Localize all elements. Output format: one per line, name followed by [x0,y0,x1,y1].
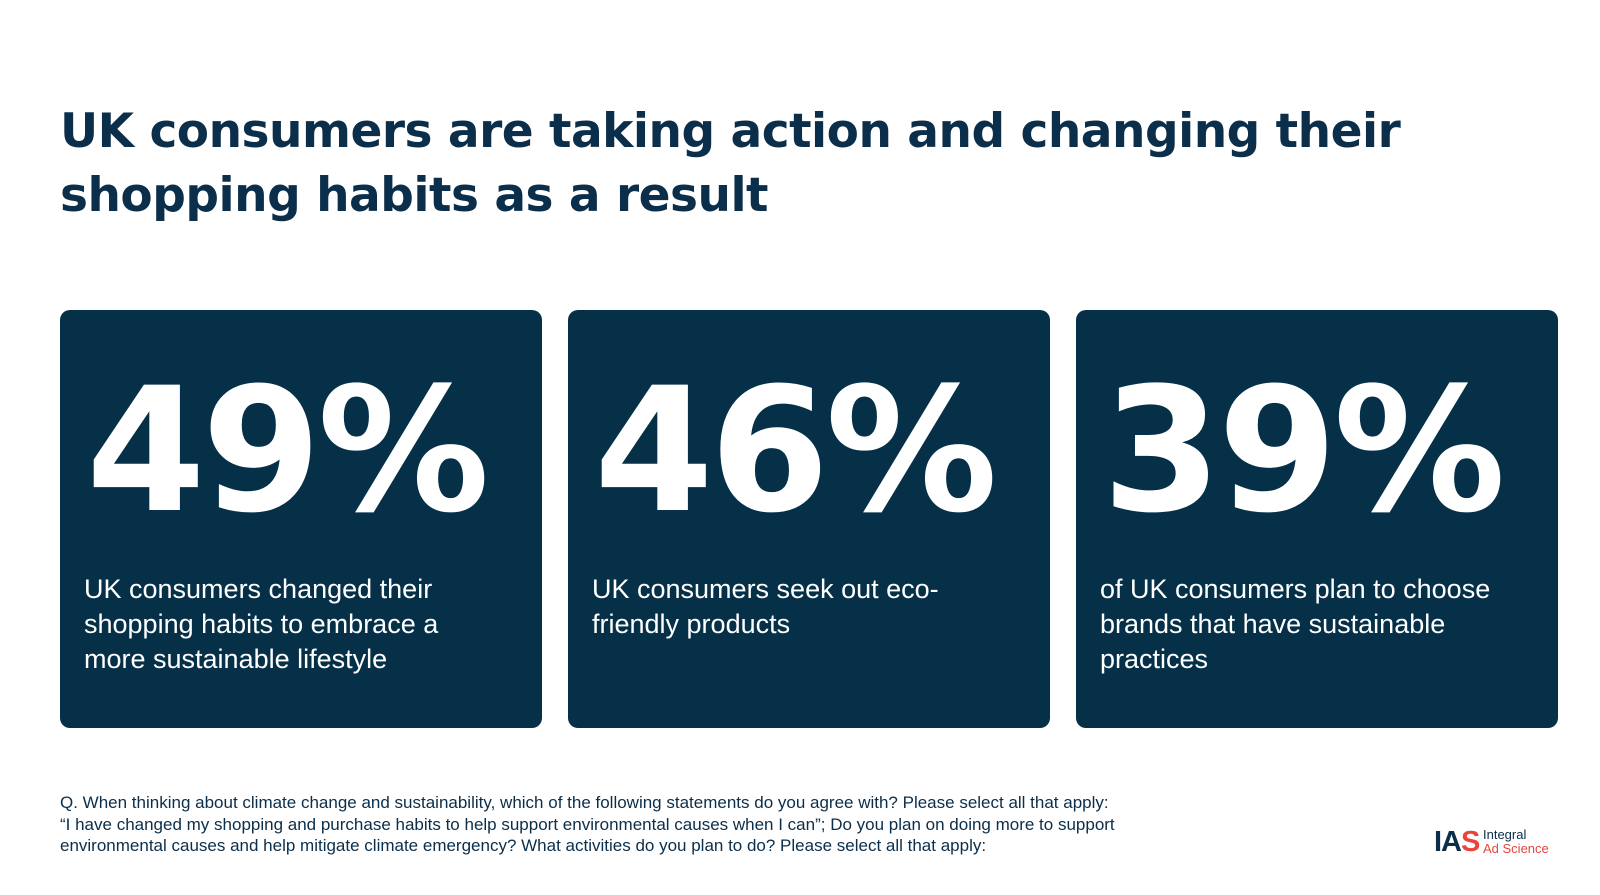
stat-card-2: 46% UK consumers seek out eco-friendly p… [568,310,1050,728]
logo-mark: IAS [1434,826,1480,858]
logo-mark-suffix: S [1461,826,1480,858]
ias-logo: IAS Integral Ad Science [1434,826,1552,858]
stat-card-1: 49% UK consumers changed their shopping … [60,310,542,728]
logo-line-1: Integral [1483,827,1527,842]
logo-mark-prefix: IA [1434,826,1462,858]
stat-description: UK consumers seek out eco-friendly produ… [592,574,939,639]
footnote-line: “I have changed my shopping and purchase… [60,814,1115,834]
stat-description: UK consumers changed their shopping habi… [84,574,439,674]
survey-footnote: Q. When thinking about climate change an… [60,792,1260,857]
stat-value: 39% [1102,350,1506,551]
stat-value: 49% [86,350,490,551]
page-title: UK consumers are taking action and chang… [60,104,1401,223]
stat-description: of UK consumers plan to choose brands th… [1100,574,1491,674]
stat-value: 46% [594,350,998,551]
logo-line-2: Ad Science [1483,841,1549,856]
stat-card-3: 39% of UK consumers plan to choose brand… [1076,310,1558,728]
footnote-line: Q. When thinking about climate change an… [60,793,1109,812]
logo-wordmark: Integral Ad Science [1483,828,1549,856]
footnote-line: environmental causes and help mitigate c… [60,836,987,855]
stat-cards: 49% UK consumers changed their shopping … [60,310,1558,728]
